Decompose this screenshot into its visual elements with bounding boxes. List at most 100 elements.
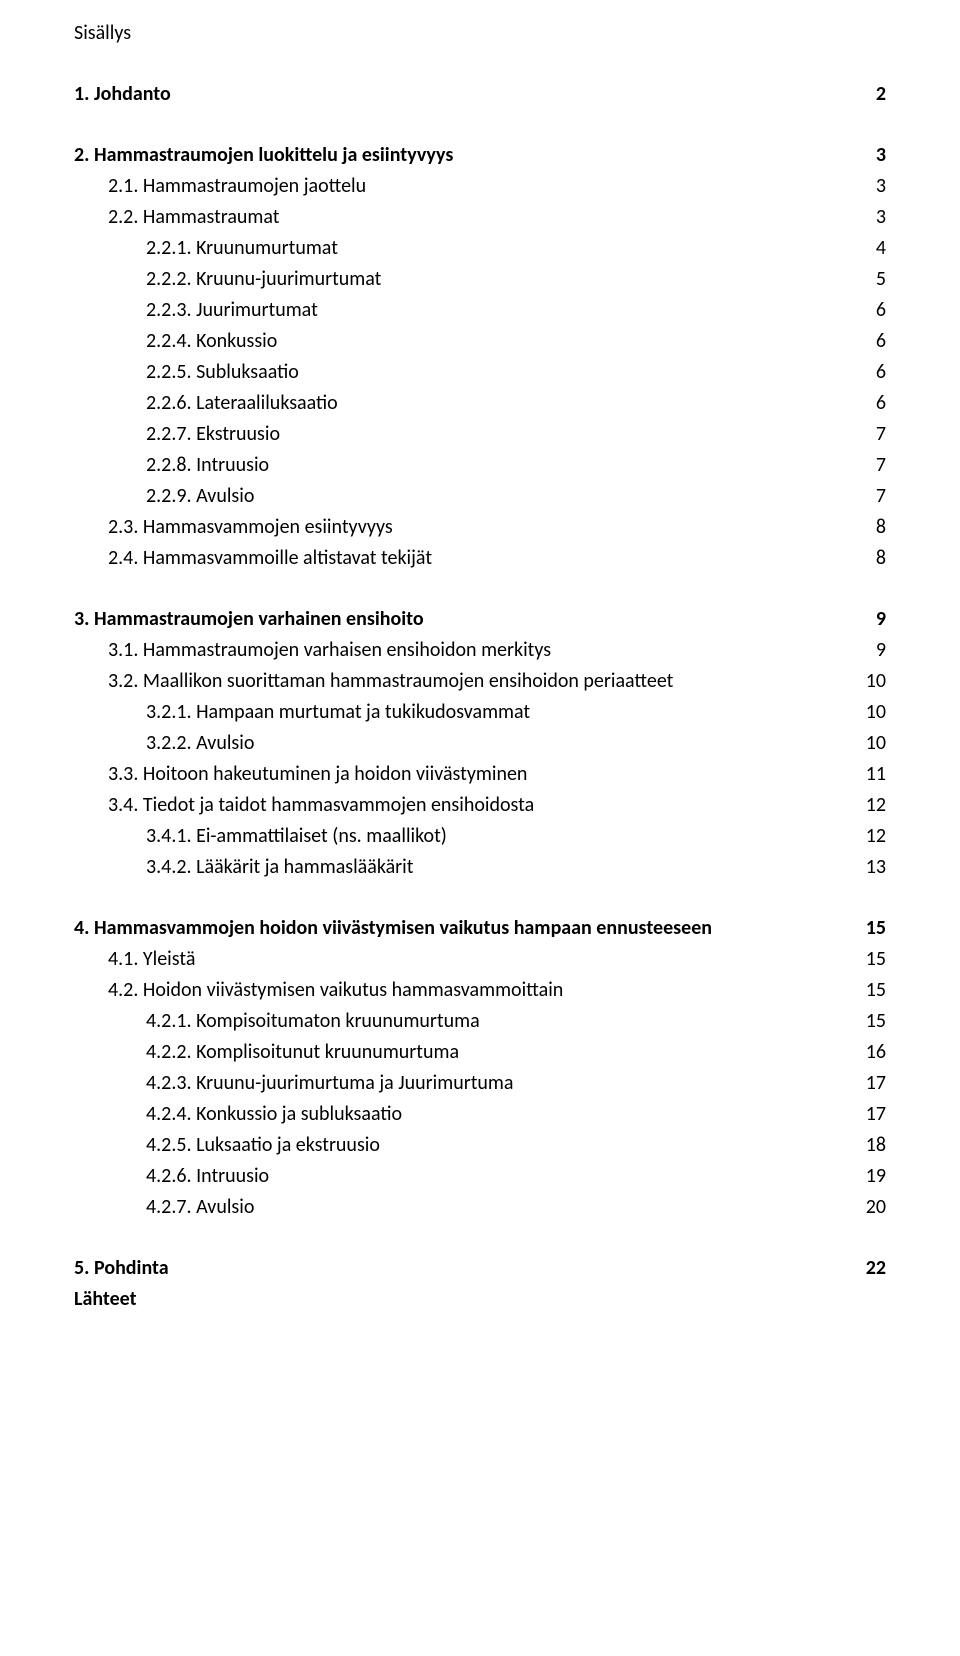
toc-row: 4.2.4. Konkussio ja subluksaatio17 <box>74 1099 886 1130</box>
toc-entry-label: 3.4.2. Lääkärit ja hammaslääkärit <box>146 852 858 883</box>
toc-entry-label: 4.2.1. Kompisoitumaton kruunumurtuma <box>146 1006 858 1037</box>
toc-entry-page: 17 <box>858 1068 886 1099</box>
toc-row: 4. Hammasvammojen hoidon viivästymisen v… <box>74 913 886 944</box>
toc-entry-label: 2.4. Hammasvammoille altistavat tekijät <box>108 543 858 574</box>
toc-entry-page: 10 <box>858 728 886 759</box>
toc-row: 2. Hammastraumojen luokittelu ja esiinty… <box>74 140 886 171</box>
toc-entry-label: 3.4. Tiedot ja taidot hammasvammojen ens… <box>108 790 858 821</box>
toc-row: 4.2.3. Kruunu-juurimurtuma ja Juurimurtu… <box>74 1068 886 1099</box>
toc-entry-label: 3.2.1. Hampaan murtumat ja tukikudosvamm… <box>146 697 858 728</box>
toc-row: 3.4.1. Ei-ammattilaiset (ns. maallikot)1… <box>74 821 886 852</box>
toc-entry-label: 2.1. Hammastraumojen jaottelu <box>108 171 858 202</box>
toc-row: 3.2.2. Avulsio10 <box>74 728 886 759</box>
toc-entry-label: 2.2.2. Kruunu-juurimurtumat <box>146 264 858 295</box>
toc-row: 2.2.4. Konkussio6 <box>74 326 886 357</box>
toc-entry-page: 4 <box>858 233 886 264</box>
toc-row: 3.4. Tiedot ja taidot hammasvammojen ens… <box>74 790 886 821</box>
toc-entry-page: 11 <box>858 759 886 790</box>
toc-entry-page: 8 <box>858 543 886 574</box>
toc-row: 2.2. Hammastraumat3 <box>74 202 886 233</box>
toc-entry-label: 2.2.5. Subluksaatio <box>146 357 858 388</box>
toc-entry-label: 1. Johdanto <box>74 79 858 110</box>
toc-row: 4.2.7. Avulsio20 <box>74 1192 886 1223</box>
toc-row: 2.2.5. Subluksaatio6 <box>74 357 886 388</box>
toc-entry-label: 2.2.8. Intruusio <box>146 450 858 481</box>
toc-entry-page: 2 <box>858 79 886 110</box>
toc-entry-page: 6 <box>858 357 886 388</box>
toc-entry-label: 4.2.2. Komplisoitunut kruunumurtuma <box>146 1037 858 1068</box>
toc-entry-page: 19 <box>858 1161 886 1192</box>
toc-row: 2.4. Hammasvammoille altistavat tekijät8 <box>74 543 886 574</box>
toc-entry-label: 3.4.1. Ei-ammattilaiset (ns. maallikot) <box>146 821 858 852</box>
toc-entry-label: 3.2. Maallikon suorittaman hammastraumoj… <box>108 666 858 697</box>
toc-row: 2.2.3. Juurimurtumat6 <box>74 295 886 326</box>
toc-entry-label: Lähteet <box>74 1284 858 1315</box>
toc-row: 2.2.6. Lateraaliluksaatio6 <box>74 388 886 419</box>
toc-entry-page: 6 <box>858 326 886 357</box>
toc-entry-page: 15 <box>858 944 886 975</box>
toc-entry-label: 3.1. Hammastraumojen varhaisen ensihoido… <box>108 635 858 666</box>
toc-entry-page: 6 <box>858 295 886 326</box>
toc-title: Sisällys <box>74 18 886 49</box>
toc-row: Lähteet <box>74 1284 886 1315</box>
toc-row: 2.2.7. Ekstruusio7 <box>74 419 886 450</box>
toc-entry-page: 15 <box>858 913 886 944</box>
toc-entry-label: 3.3. Hoitoon hakeutuminen ja hoidon viiv… <box>108 759 858 790</box>
toc-entry-page: 3 <box>858 202 886 233</box>
toc-entry-page: 9 <box>858 635 886 666</box>
toc-entry-label: 2.2.3. Juurimurtumat <box>146 295 858 326</box>
toc-entry-label: 2.3. Hammasvammojen esiintyvyys <box>108 512 858 543</box>
toc-entry-page: 18 <box>858 1130 886 1161</box>
toc-entry-label: 2.2.4. Konkussio <box>146 326 858 357</box>
toc-row: 4.2.5. Luksaatio ja ekstruusio18 <box>74 1130 886 1161</box>
toc-entry-page: 17 <box>858 1099 886 1130</box>
toc-entry-page: 6 <box>858 388 886 419</box>
toc-row: 4.2.1. Kompisoitumaton kruunumurtuma15 <box>74 1006 886 1037</box>
toc-entry-label: 5. Pohdinta <box>74 1253 858 1284</box>
toc-entry-label: 4.2.4. Konkussio ja subluksaatio <box>146 1099 858 1130</box>
toc-row: 5. Pohdinta22 <box>74 1253 886 1284</box>
toc-entry-page: 22 <box>858 1253 886 1284</box>
toc-entry-page: 12 <box>858 790 886 821</box>
toc-entry-page: 15 <box>858 1006 886 1037</box>
toc-entry-label: 2.2.9. Avulsio <box>146 481 858 512</box>
toc-list: 1. Johdanto22. Hammastraumojen luokittel… <box>74 79 886 1315</box>
toc-row: 4.2. Hoidon viivästymisen vaikutus hamma… <box>74 975 886 1006</box>
toc-row: 1. Johdanto2 <box>74 79 886 110</box>
toc-entry-label: 4.2.3. Kruunu-juurimurtuma ja Juurimurtu… <box>146 1068 858 1099</box>
toc-entry-page: 8 <box>858 512 886 543</box>
toc-entry-label: 2.2. Hammastraumat <box>108 202 858 233</box>
toc-entry-page: 5 <box>858 264 886 295</box>
toc-entry-label: 4.2. Hoidon viivästymisen vaikutus hamma… <box>108 975 858 1006</box>
toc-entry-page: 20 <box>858 1192 886 1223</box>
toc-row: 4.2.6. Intruusio19 <box>74 1161 886 1192</box>
toc-entry-page: 10 <box>858 697 886 728</box>
toc-entry-page: 15 <box>858 975 886 1006</box>
toc-row: 3.2. Maallikon suorittaman hammastraumoj… <box>74 666 886 697</box>
toc-entry-page: 7 <box>858 419 886 450</box>
toc-row: 3.3. Hoitoon hakeutuminen ja hoidon viiv… <box>74 759 886 790</box>
toc-entry-label: 3.2.2. Avulsio <box>146 728 858 759</box>
toc-entry-label: 4.2.5. Luksaatio ja ekstruusio <box>146 1130 858 1161</box>
toc-entry-page: 3 <box>858 171 886 202</box>
toc-row: 3.4.2. Lääkärit ja hammaslääkärit13 <box>74 852 886 883</box>
toc-row: 3. Hammastraumojen varhainen ensihoito9 <box>74 604 886 635</box>
toc-row: 4.2.2. Komplisoitunut kruunumurtuma16 <box>74 1037 886 1068</box>
toc-entry-page: 13 <box>858 852 886 883</box>
toc-entry-page: 7 <box>858 481 886 512</box>
toc-row: 3.1. Hammastraumojen varhaisen ensihoido… <box>74 635 886 666</box>
toc-row: 2.2.9. Avulsio7 <box>74 481 886 512</box>
toc-entry-page: 9 <box>858 604 886 635</box>
toc-row: 4.1. Yleistä15 <box>74 944 886 975</box>
toc-entry-label: 4.2.6. Intruusio <box>146 1161 858 1192</box>
toc-row: 2.2.1. Kruunumurtumat4 <box>74 233 886 264</box>
toc-row: 3.2.1. Hampaan murtumat ja tukikudosvamm… <box>74 697 886 728</box>
toc-entry-page: 7 <box>858 450 886 481</box>
toc-row: 2.3. Hammasvammojen esiintyvyys8 <box>74 512 886 543</box>
toc-entry-label: 3. Hammastraumojen varhainen ensihoito <box>74 604 858 635</box>
toc-entry-label: 4. Hammasvammojen hoidon viivästymisen v… <box>74 913 858 944</box>
toc-entry-label: 2. Hammastraumojen luokittelu ja esiinty… <box>74 140 858 171</box>
toc-entry-page: 12 <box>858 821 886 852</box>
toc-entry-page: 16 <box>858 1037 886 1068</box>
toc-row: 2.2.8. Intruusio7 <box>74 450 886 481</box>
